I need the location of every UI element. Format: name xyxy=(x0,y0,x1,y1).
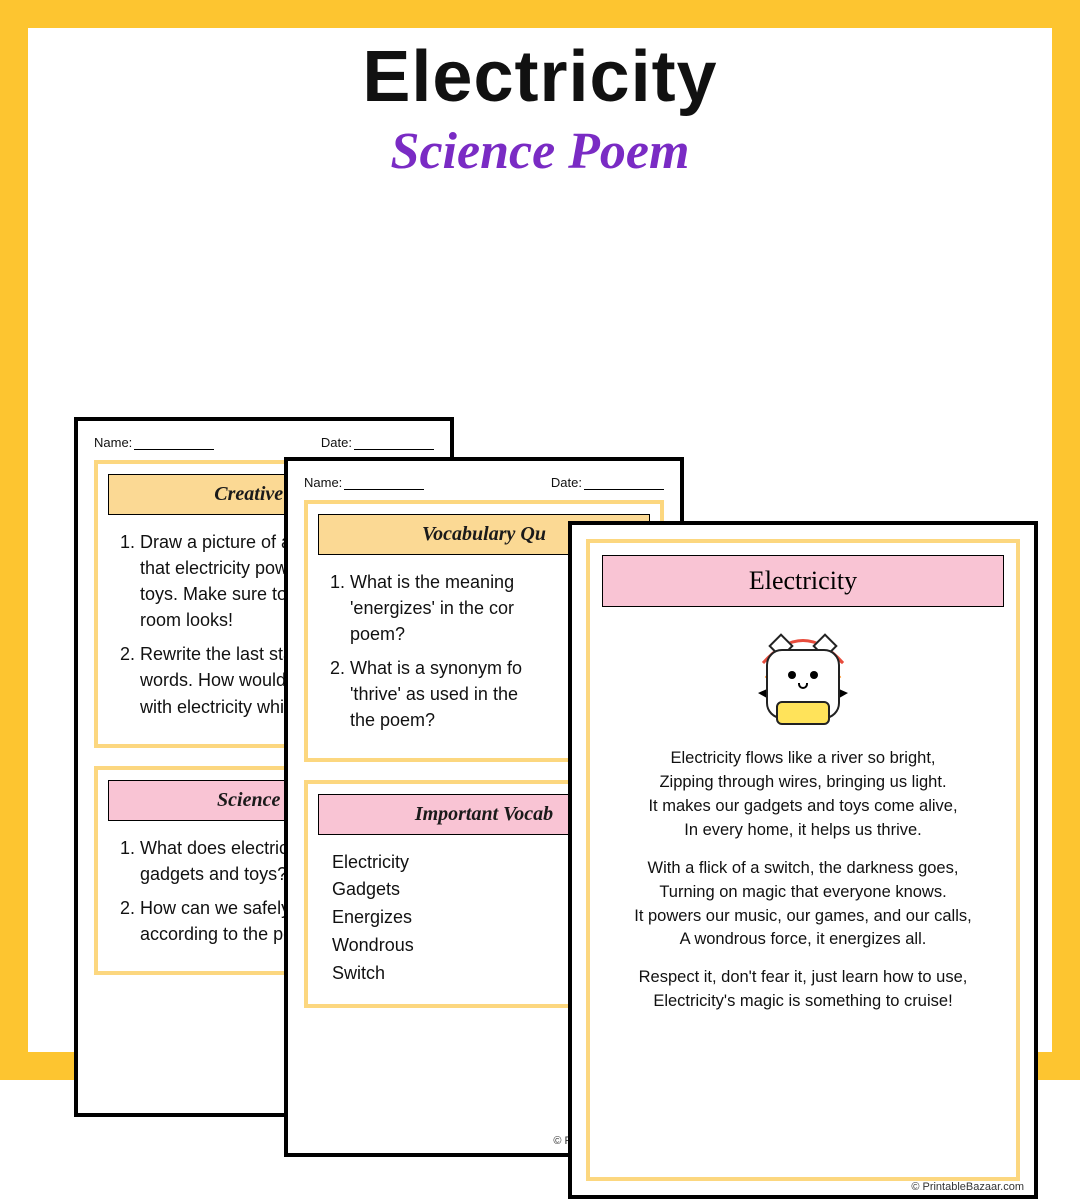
name-label: Name: xyxy=(94,435,132,450)
poem-stanza: Respect it, don't fear it, just learn ho… xyxy=(602,966,1004,1014)
product-frame: Electricity Science Poem Name: Date: Cre… xyxy=(0,0,1080,1080)
name-blank xyxy=(344,489,424,490)
poem-text: Electricity flows like a river so bright… xyxy=(602,747,1004,1014)
poem-title: Electricity xyxy=(602,555,1004,607)
poem-stanza: Electricity flows like a river so bright… xyxy=(602,747,1004,843)
preview-stage: Name: Date: Creative Qu Draw a picture o… xyxy=(28,181,1052,1001)
name-blank xyxy=(134,449,214,450)
mascot-icon xyxy=(748,623,858,733)
header-row: Name: Date: xyxy=(304,475,664,490)
date-label: Date: xyxy=(321,435,352,450)
worksheet-poem: Electricity xyxy=(568,521,1038,1199)
date-label: Date: xyxy=(551,475,582,490)
poem-stanza: With a flick of a switch, the darkness g… xyxy=(602,857,1004,953)
name-label: Name: xyxy=(304,475,342,490)
subtitle: Science Poem xyxy=(28,122,1052,181)
poem-frame: Electricity xyxy=(586,539,1020,1181)
main-title: Electricity xyxy=(28,36,1052,118)
date-blank xyxy=(584,489,664,490)
header-row: Name: Date: xyxy=(94,435,434,450)
date-blank xyxy=(354,449,434,450)
title-block: Electricity Science Poem xyxy=(28,28,1052,181)
footer-credit: © PrintableBazaar.com xyxy=(911,1181,1024,1193)
